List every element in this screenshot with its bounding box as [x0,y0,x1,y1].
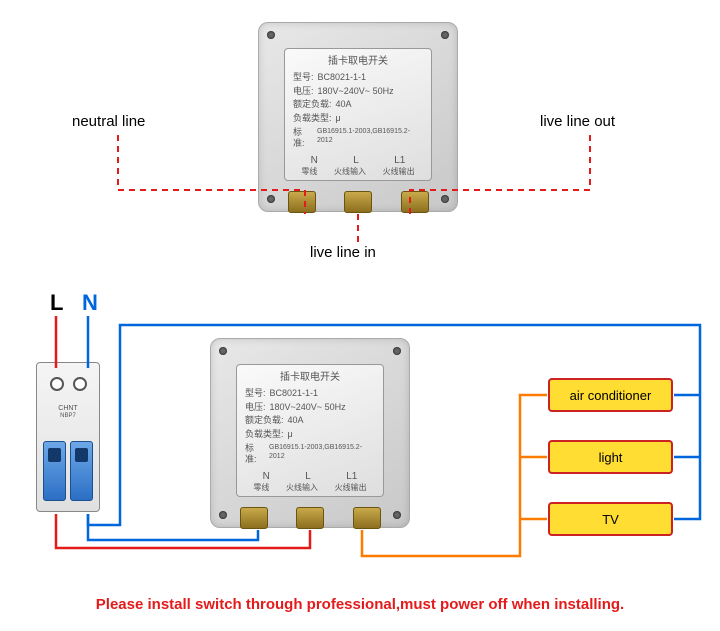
install-warning: Please install switch through profession… [0,596,720,613]
bottom-wiring [0,0,720,600]
